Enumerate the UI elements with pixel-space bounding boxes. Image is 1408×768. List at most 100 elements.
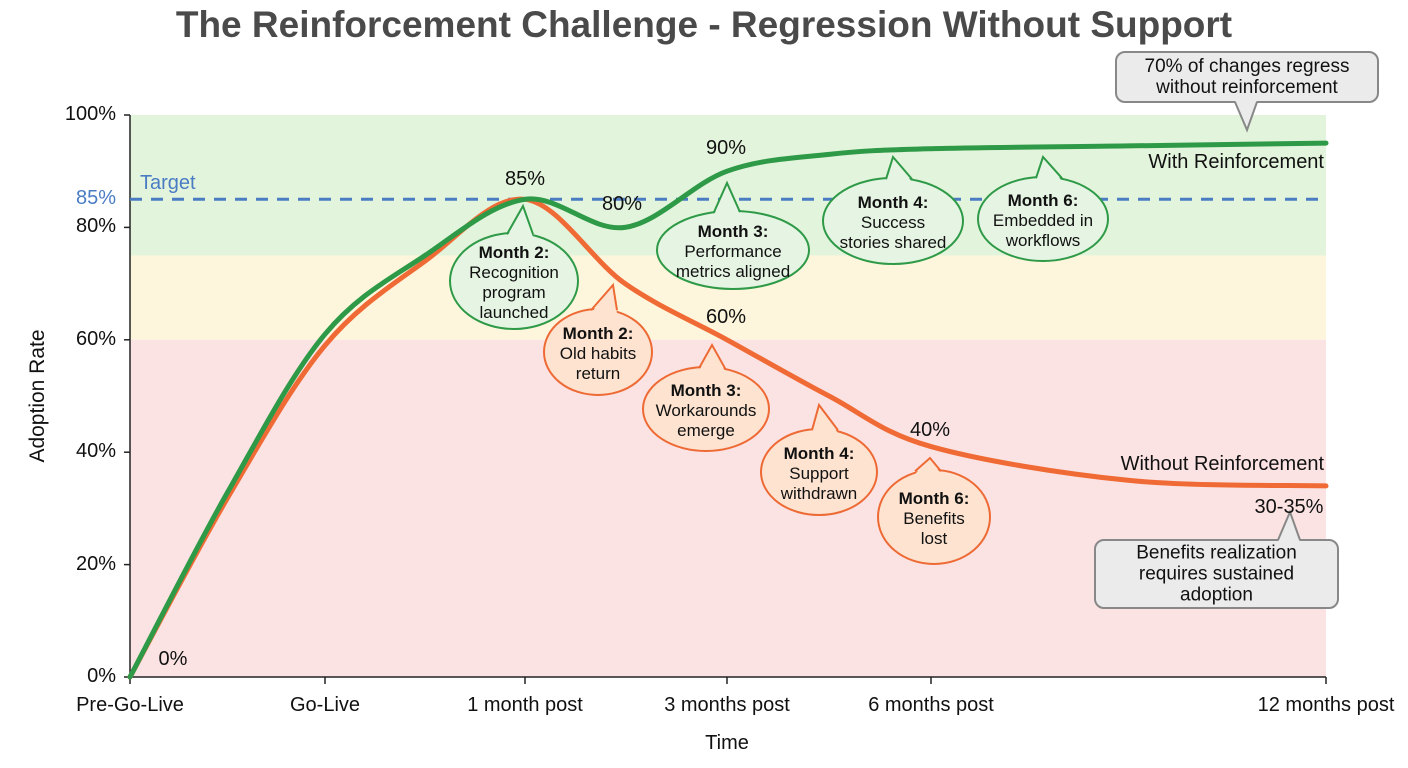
- bubble-tail-fill: [699, 345, 725, 372]
- bubble-tail: [506, 203, 534, 235]
- bubble-tail-fill: [812, 405, 838, 434]
- note-line: adoption: [1180, 584, 1253, 606]
- bubble-line: Old habits: [559, 344, 637, 363]
- x-tick-label: 1 month post: [467, 694, 583, 716]
- bubble-heading: Month 4:: [857, 193, 929, 212]
- note-tail: [1277, 509, 1301, 541]
- annotation-without-0-text: Month 2: Old habits return: [560, 324, 637, 384]
- bubble-line: withdrawn: [780, 484, 858, 503]
- bubble-tail-fill: [507, 206, 533, 238]
- y-tick-label: 80%: [75, 215, 116, 238]
- y-axis-title: Adoption Rate: [26, 329, 49, 463]
- note-line: without reinforcement: [1156, 77, 1338, 98]
- bubble-heading: Month 6:: [898, 489, 970, 508]
- y-tick-label: 60%: [75, 327, 116, 350]
- bubble-line: Performance: [684, 242, 782, 261]
- x-tick-label: Go-Live: [289, 694, 361, 716]
- bubble-tail-fill: [886, 157, 912, 183]
- annotation-without-0: [543, 282, 653, 396]
- bubble-line: emerge: [677, 421, 735, 440]
- data-label: 40%: [909, 419, 951, 441]
- annotation-with-1-text: Month 3: Performance metrics aligned: [676, 222, 790, 282]
- y-tick-label: 100%: [64, 103, 116, 125]
- data-label: 80%: [601, 193, 643, 215]
- x-tick-label: 3 months post: [664, 694, 790, 716]
- note-box: [1094, 539, 1339, 609]
- annotation-without-3: [877, 456, 991, 565]
- legend-label-without-reinforcement: Without Reinforcement: [1120, 453, 1324, 475]
- note-benefits: [1094, 509, 1339, 609]
- bubble-line: Benefits: [903, 509, 965, 528]
- target-axis-label: 85%: [75, 187, 116, 210]
- annotation-without-3-text: Month 6: Benefits lost: [899, 489, 970, 549]
- bubble-line: program: [482, 283, 546, 302]
- bubble-tail-fill: [1036, 157, 1062, 182]
- annotation-with-0-text: Month 2: Recognition program launched: [469, 243, 559, 323]
- annotation-with-2: [822, 154, 964, 265]
- bubble-tail: [1035, 155, 1063, 179]
- target-label: Target: [140, 172, 196, 194]
- note-benefits-text: Benefits realization requires sustained ad…: [1136, 543, 1297, 606]
- series-line-without-reinforcement: [127, 196, 1329, 680]
- x-tick-label: 12 months post: [1257, 694, 1395, 716]
- bubble-heading: Month 3:: [697, 222, 769, 241]
- note-tail: [1234, 101, 1258, 133]
- data-label: 90%: [705, 137, 747, 159]
- note-tail-fill: [1278, 512, 1300, 542]
- bubble-tail-fill: [915, 458, 941, 475]
- bubble-line: Recognition: [469, 263, 559, 282]
- annotation-with-1: [656, 180, 810, 290]
- bubble-line: Success: [860, 213, 926, 232]
- annotation-with-3: [977, 155, 1109, 262]
- x-axis-title: Time: [705, 732, 749, 754]
- data-label: 60%: [705, 306, 747, 328]
- annotation-without-2-text: Month 4: Support withdrawn: [781, 444, 858, 504]
- data-label: 30-35%: [1254, 496, 1324, 518]
- x-tick-label: 6 months post: [868, 694, 994, 716]
- bubble-heading: Month 2:: [478, 243, 550, 262]
- bubble-tail: [713, 180, 741, 213]
- x-tick-label: Pre-Go-Live: [76, 694, 184, 716]
- bubble-tail: [698, 342, 726, 369]
- bubble-line: return: [575, 364, 621, 383]
- annotation-with-3-text: Month 6: Embedded in workflows: [993, 191, 1093, 251]
- y-tick-label: 0%: [87, 665, 116, 687]
- bubble-line: Support: [789, 464, 849, 483]
- bubble-line: stories shared: [839, 233, 947, 252]
- bubble-line: launched: [479, 303, 549, 322]
- bubble-heading: Month 6:: [1007, 191, 1079, 210]
- legend-label-with-reinforcement: With Reinforcement: [1148, 151, 1324, 173]
- annotation-without-2: [760, 402, 878, 516]
- bubble-tail: [590, 282, 618, 311]
- y-tick-label: 40%: [75, 440, 116, 463]
- bubble-line: Embedded in: [992, 211, 1094, 230]
- note-line: requires sustained: [1138, 563, 1295, 585]
- bubble-tail: [885, 154, 913, 180]
- annotation-with-0: [449, 203, 579, 330]
- y-tick-label: 20%: [75, 552, 116, 575]
- note-line: Benefits realization: [1136, 542, 1297, 564]
- annotation-without-1: [642, 342, 770, 452]
- bubble-line: metrics aligned: [675, 262, 791, 281]
- note-regress-text: 70% of changes regress without reinforcem…: [1145, 56, 1350, 98]
- bubble-line: workflows: [1005, 231, 1081, 250]
- annotation-without-1-text: Month 3: Workarounds emerge: [656, 381, 757, 441]
- bubble-line: lost: [920, 529, 948, 548]
- annotation-with-2-text: Month 4: Success stories shared: [840, 193, 947, 253]
- bubble-line: Workarounds: [655, 401, 757, 420]
- bubble-heading: Month 2:: [562, 324, 634, 343]
- bubble-heading: Month 3:: [670, 381, 742, 400]
- bubble-heading: Month 4:: [783, 444, 855, 463]
- data-label: 0%: [158, 648, 188, 670]
- note-tail-fill: [1235, 100, 1257, 130]
- bubble-tail-fill: [714, 183, 740, 216]
- bubble-tail: [811, 402, 839, 431]
- note-line: 70% of changes regress: [1144, 56, 1350, 77]
- chart-title: The Reinforcement Challenge - Regression…: [175, 4, 1233, 45]
- data-label: 85%: [504, 168, 546, 190]
- note-regress: [1115, 51, 1379, 133]
- bubble-tail: [914, 456, 942, 473]
- bubble-tail-fill: [591, 285, 617, 314]
- series-line-with-reinforcement: [127, 140, 1329, 680]
